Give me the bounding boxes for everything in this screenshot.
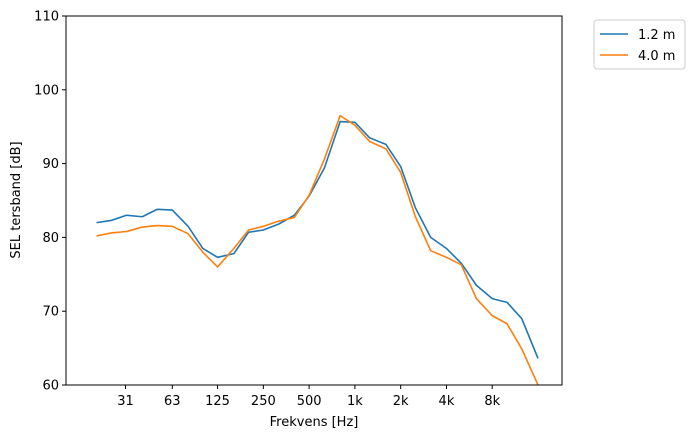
x-tick-label: 2k: [393, 394, 409, 409]
y-tick-label: 70: [42, 305, 59, 320]
x-tick-label: 125: [205, 394, 230, 409]
y-tick-label: 80: [42, 231, 59, 246]
y-tick-label: 110: [34, 10, 59, 25]
x-axis: 31 63 125 250 500 1k 2k 4k 8k: [117, 385, 501, 409]
x-tick-label: 250: [251, 394, 276, 409]
legend-label-1: 1.2 m: [638, 28, 675, 43]
legend: 1.2 m 4.0 m: [593, 19, 686, 70]
x-tick-label: 63: [164, 394, 181, 409]
plot-area: [66, 16, 562, 385]
x-tick-label: 4k: [439, 394, 455, 409]
y-axis: 60 70 80 90 100 110: [34, 10, 66, 394]
x-axis-label: Frekvens [Hz]: [270, 415, 359, 430]
series-line-1: [96, 120, 539, 359]
x-tick-label: 31: [117, 394, 134, 409]
legend-label-2: 4.0 m: [638, 49, 675, 64]
y-axis-label: SEL tersband [dB]: [9, 141, 24, 258]
x-tick-label: 1k: [347, 394, 363, 409]
y-tick-label: 90: [42, 157, 59, 172]
plot-frame: [65, 15, 563, 386]
series-layer: [96, 114, 539, 385]
x-tick-label: 500: [297, 394, 322, 409]
x-tick-label: 8k: [484, 394, 500, 409]
legend-box: [593, 19, 686, 70]
y-tick-label: 60: [42, 379, 59, 394]
y-tick-label: 100: [34, 83, 59, 98]
series-line-2: [96, 114, 539, 385]
